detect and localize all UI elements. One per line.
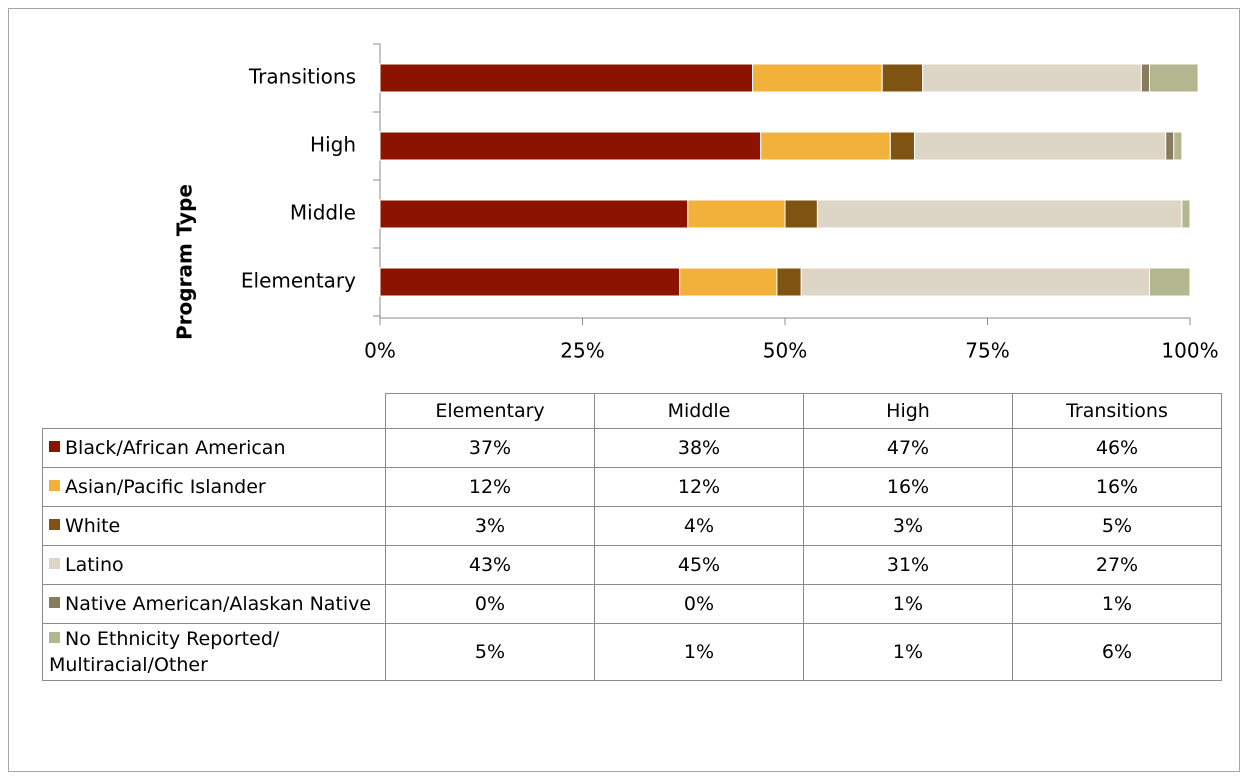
- legend-label: Asian/Pacific Islander: [65, 475, 266, 498]
- legend-entry: No Ethnicity Reported/ Multiracial/Other: [42, 622, 386, 681]
- table-row: White 3% 4% 3% 5%: [42, 505, 1222, 546]
- bar-segment: [379, 63, 754, 93]
- table-cell: 6%: [1012, 622, 1222, 681]
- x-tick-label: 75%: [965, 339, 1009, 363]
- table-row: Native American/Alaskan Native 0% 0% 1% 1%: [42, 583, 1222, 624]
- x-tick-label: 25%: [560, 339, 604, 363]
- column-header: High: [803, 393, 1013, 429]
- table-cell: 0%: [385, 583, 595, 624]
- legend-entry: Latino: [42, 544, 386, 585]
- table-cell: 1%: [1012, 583, 1222, 624]
- x-tick-label: 50%: [763, 339, 807, 363]
- legend-swatch: [49, 440, 60, 452]
- legend-label: No Ethnicity Reported/ Multiracial/Other: [49, 627, 280, 676]
- bar-segment: [784, 199, 818, 229]
- bar-segment: [1173, 131, 1183, 161]
- bar-segment: [379, 267, 681, 297]
- table-cell: 16%: [803, 466, 1013, 507]
- table-cell: 5%: [1012, 505, 1222, 546]
- table-cell: 5%: [385, 622, 595, 681]
- table-row: Black/African American 37% 38% 47% 46%: [42, 427, 1222, 468]
- chart: Program Type 0% 25% 50% 75% 100% Elementary Mi…: [173, 43, 1219, 363]
- bar-segment: [1140, 63, 1151, 93]
- table-cell: 43%: [385, 544, 595, 585]
- bar-segment: [1181, 199, 1191, 229]
- y-tick-label: High: [310, 133, 356, 157]
- bar-segment: [687, 199, 786, 229]
- table-row: Latino 43% 45% 31% 27%: [42, 544, 1222, 585]
- table-cell: 12%: [594, 466, 804, 507]
- bar-segment: [816, 199, 1183, 229]
- legend-label: Native American/Alaskan Native: [65, 592, 372, 615]
- bar-segment: [889, 131, 916, 161]
- table-cell: 38%: [594, 427, 804, 468]
- table-cell: 1%: [594, 622, 804, 681]
- legend-entry: Native American/Alaskan Native: [42, 583, 386, 624]
- frame: [8, 8, 1240, 772]
- bar-segment: [1165, 131, 1175, 161]
- table-cell: 47%: [803, 427, 1013, 468]
- table-cell: 31%: [803, 544, 1013, 585]
- bar-segment: [922, 63, 1142, 93]
- legend-entry: Black/African American: [42, 427, 386, 468]
- blank-cell: [42, 393, 386, 428]
- bar-segment: [760, 131, 891, 161]
- legend-label: White: [65, 514, 121, 537]
- column-header: Transitions: [1012, 393, 1222, 429]
- legend-swatch: [49, 631, 60, 643]
- column-header: Middle: [594, 393, 804, 429]
- table-cell: 3%: [385, 505, 595, 546]
- legend-entry: Asian/Pacific Islander: [42, 466, 386, 507]
- bar-segment: [752, 63, 883, 93]
- table-row: Asian/Pacific Islander 12% 12% 16% 16%: [42, 466, 1222, 507]
- column-header: Elementary: [385, 393, 595, 429]
- y-tick-label: Middle: [290, 201, 356, 225]
- y-tick-label: Elementary: [241, 269, 356, 293]
- table-cell: 1%: [803, 622, 1013, 681]
- table-cell: 16%: [1012, 466, 1222, 507]
- table-cell: 1%: [803, 583, 1013, 624]
- bar-segment: [379, 199, 689, 229]
- bar-segment: [914, 131, 1167, 161]
- legend-swatch: [49, 479, 60, 491]
- bar-segment: [379, 131, 762, 161]
- legend-label: Latino: [65, 553, 124, 576]
- x-tick-label: 100%: [1161, 339, 1218, 363]
- table-cell: 12%: [385, 466, 595, 507]
- x-tick-label: 0%: [364, 339, 396, 363]
- table-header-row: Elementary Middle High Transitions: [42, 393, 1222, 429]
- bar-segment: [1149, 267, 1191, 297]
- data-table: Elementary Middle High Transitions Black/Afr…: [42, 393, 1222, 681]
- bar-segment: [679, 267, 778, 297]
- bar-segment: [776, 267, 802, 297]
- table-cell: 4%: [594, 505, 804, 546]
- legend-label: Black/African American: [65, 436, 286, 459]
- legend-swatch: [49, 557, 60, 569]
- bar-segment: [881, 63, 924, 93]
- y-axis-label: Program Type: [173, 184, 197, 340]
- table-cell: 0%: [594, 583, 804, 624]
- bar-segment: [800, 267, 1150, 297]
- table-cell: 3%: [803, 505, 1013, 546]
- table-cell: 27%: [1012, 544, 1222, 585]
- table-cell: 45%: [594, 544, 804, 585]
- table-cell: 46%: [1012, 427, 1222, 468]
- legend-swatch: [49, 518, 60, 530]
- table-cell: 37%: [385, 427, 595, 468]
- legend-swatch: [49, 596, 60, 608]
- legend-entry: White: [42, 505, 386, 546]
- table-row: No Ethnicity Reported/ Multiracial/Other…: [42, 622, 1222, 681]
- bar-segment: [1149, 63, 1199, 93]
- y-tick-label: Transitions: [248, 65, 356, 89]
